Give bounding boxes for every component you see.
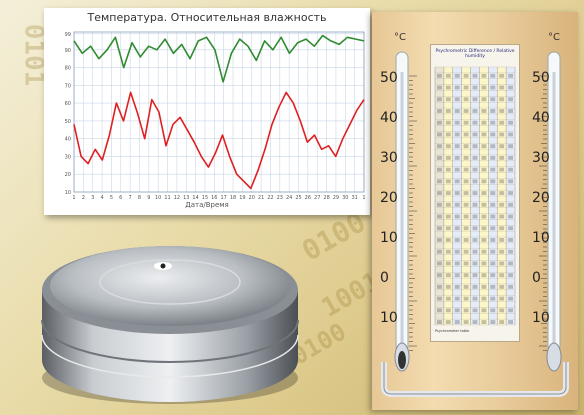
right-scale-number: 50: [532, 70, 550, 86]
x-tick-label: 24: [286, 195, 292, 201]
left-scale-number: 50: [380, 70, 398, 86]
data-logger-device: [41, 246, 299, 404]
right-unit-label: °C: [548, 32, 560, 43]
x-tick-label: 21: [258, 195, 264, 201]
humidity-series-line: [73, 34, 365, 83]
right-scale-number: 10: [532, 310, 550, 326]
left-scale-number: 20: [380, 190, 398, 206]
table-title: Psychrometric Difference / Relative humi…: [435, 49, 515, 59]
right-scale-number: 10: [532, 230, 550, 246]
y-tick-label: 90: [65, 48, 71, 54]
table-footnote: Psychrometer table: [435, 329, 470, 333]
x-tick-label: 27: [314, 195, 320, 201]
x-tick-label: 30: [342, 195, 348, 201]
x-tick-label: 26: [305, 195, 311, 201]
x-tick-label: 2: [82, 195, 85, 201]
psychrometer-board: °C °C Psychrometric Difference / Relativ…: [372, 12, 578, 410]
x-tick-label: 11: [164, 195, 170, 201]
left-scale-number: 10: [380, 230, 398, 246]
x-tick-label: 20: [249, 195, 255, 201]
x-tick-label: 10: [155, 195, 161, 201]
left-scale-number: 0: [380, 270, 389, 286]
x-tick-label: 12: [174, 195, 180, 201]
x-tick-label: 5: [110, 195, 113, 201]
table-grid: [434, 66, 516, 326]
x-tick-label: 23: [277, 195, 283, 201]
x-tick-label: 22: [267, 195, 273, 201]
x-tick-label: 18: [230, 195, 236, 201]
right-scale-number: 0: [532, 270, 541, 286]
x-axis-label: Дата/Время: [185, 201, 229, 209]
y-tick-label: 30: [65, 154, 71, 160]
chart-grid: [73, 32, 365, 193]
left-scale-number: 30: [380, 150, 398, 166]
x-tick-label: 17: [220, 195, 226, 201]
x-tick-label: 3: [91, 195, 94, 201]
x-tick-label: 7: [129, 195, 132, 201]
right-scale-number: 20: [532, 190, 550, 206]
x-tick-label: 25: [295, 195, 301, 201]
y-tick-label: 70: [65, 83, 71, 89]
left-unit-label: °C: [394, 32, 406, 43]
y-tick-label: 40: [65, 137, 71, 143]
y-tick-label: 20: [65, 172, 71, 178]
left-scale-number: 10: [380, 310, 398, 326]
x-tick-label: 16: [211, 195, 217, 201]
y-tick-label: 80: [65, 66, 71, 72]
right-scale-number: 40: [532, 110, 550, 126]
x-tick-label: 6: [119, 195, 122, 201]
right-scale-number: 30: [532, 150, 550, 166]
x-tick-label: 1: [72, 195, 75, 201]
x-tick-label: 9: [147, 195, 150, 201]
x-tick-label: 1: [362, 195, 365, 201]
chart-title: Температура. Относительная влажность: [87, 11, 327, 24]
y-tick-label: 60: [65, 101, 71, 107]
psychrometric-table: Psychrometric Difference / Relative humi…: [430, 44, 520, 342]
x-tick-label: 28: [323, 195, 329, 201]
x-tick-label: 4: [100, 195, 103, 201]
left-scale-number: 40: [380, 110, 398, 126]
y-tick-label: 10: [65, 190, 71, 196]
x-tick-label: 19: [239, 195, 245, 201]
x-tick-label: 31: [351, 195, 357, 201]
y-tick-label: 50: [65, 119, 71, 125]
thermometers: [381, 51, 569, 397]
x-tick-label: 8: [138, 195, 141, 201]
y-tick-label: 99: [65, 32, 71, 38]
temperature-series-line: [73, 91, 365, 190]
plot-frame: [73, 31, 365, 193]
x-tick-label: 13: [183, 195, 189, 201]
x-tick-label: 14: [192, 195, 198, 201]
chart-plot: 1 2 3 4 5 6 7 8 9 10 11 12 13 14 15 16 17 18 19 20 21 22 23 24 2…: [65, 31, 366, 201]
x-tick-label: 29: [333, 195, 339, 201]
x-tick-label: 15: [202, 195, 208, 201]
